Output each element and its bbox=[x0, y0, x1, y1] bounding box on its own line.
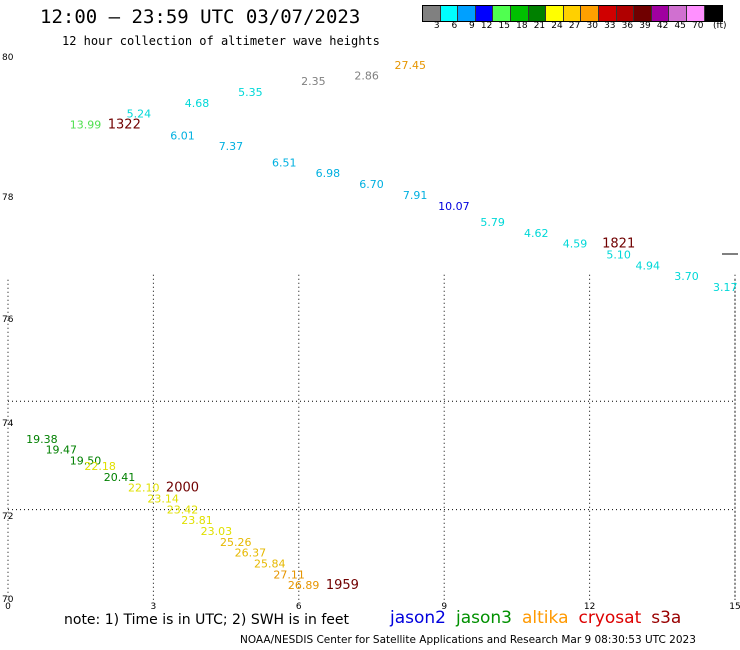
wave-height-label: 23.42 bbox=[167, 503, 199, 516]
colorbar-label: 70 bbox=[692, 21, 704, 31]
colorbar-swatch bbox=[704, 6, 723, 21]
wave-height-label: 23.81 bbox=[181, 514, 213, 527]
colorbar-swatch bbox=[651, 6, 670, 21]
colorbar-swatch bbox=[669, 6, 687, 21]
colorbar-label: 36 bbox=[621, 21, 634, 31]
wave-height-label: 26.89 bbox=[288, 579, 320, 592]
wave-height-label: 4.68 bbox=[185, 97, 210, 110]
wave-height-label: 27.45 bbox=[395, 59, 427, 72]
wave-height-label: 6.01 bbox=[170, 129, 195, 142]
y-tick-label: 80 bbox=[2, 53, 14, 63]
pass-time-label: 2000 bbox=[166, 481, 199, 496]
colorbar-label: 27 bbox=[568, 21, 581, 31]
colorbar-swatch bbox=[616, 6, 635, 21]
wave-height-label: 4.59 bbox=[563, 238, 588, 251]
x-tick-label: 9 bbox=[441, 602, 447, 612]
wave-height-label: 7.37 bbox=[219, 140, 244, 153]
colorbar-swatch bbox=[546, 6, 564, 21]
colorbar-label: 39 bbox=[639, 21, 651, 31]
colorbar-swatch bbox=[475, 6, 494, 21]
colorbar-swatch bbox=[440, 6, 459, 21]
legend-entry-s3a: s3a bbox=[651, 608, 682, 628]
wave-height-label: 3.17 bbox=[713, 281, 738, 294]
colorbar-swatch bbox=[563, 6, 582, 21]
colorbar-label: 42 bbox=[656, 21, 669, 31]
y-tick-label: 78 bbox=[2, 193, 14, 203]
wave-height-label: 25.26 bbox=[220, 536, 252, 549]
colorbar-label: 12 bbox=[480, 21, 493, 31]
wave-height-label: 13.99 bbox=[70, 118, 102, 131]
satellite-legend: jason2 jason3 altika cryosat s3a bbox=[390, 608, 681, 628]
wave-height-label: 19.50 bbox=[70, 455, 102, 468]
colorbar-label: 30 bbox=[586, 21, 598, 31]
colorbar-label: 18 bbox=[516, 21, 528, 31]
colorbar-swatch bbox=[686, 6, 705, 21]
x-tick-label: 6 bbox=[296, 602, 302, 612]
wave-height-label: 3.70 bbox=[674, 270, 699, 283]
y-tick-label: 70 bbox=[2, 595, 14, 605]
colorbar-label: 6 bbox=[451, 21, 458, 31]
wave-height-label: 6.98 bbox=[316, 167, 341, 180]
legend-entry-altika: altika bbox=[522, 608, 569, 628]
colorbar-label: 24 bbox=[551, 21, 563, 31]
wave-height-label: 19.47 bbox=[46, 444, 78, 457]
wave-height-label: 5.24 bbox=[127, 108, 152, 121]
colorbar-label: 21 bbox=[533, 21, 546, 31]
colorbar bbox=[422, 5, 724, 22]
page-subtitle: 12 hour collection of altimeter wave hei… bbox=[62, 34, 380, 48]
wave-height-label: 6.70 bbox=[359, 178, 384, 191]
colorbar-swatch bbox=[634, 6, 652, 21]
pass-time-label: 1322 bbox=[108, 117, 141, 132]
y-tick-label: 74 bbox=[2, 419, 14, 429]
wave-height-label: 22.10 bbox=[128, 482, 160, 495]
pass-time-label: 1959 bbox=[326, 578, 359, 593]
colorbar-swatch bbox=[510, 6, 529, 21]
colorbar-labels: 3 6 9 12 15 18 21 24 27 30 33 36 39 42 45 70 bbox=[422, 21, 721, 33]
colorbar-swatch bbox=[528, 6, 547, 21]
colorbar-unit: (ft) bbox=[713, 21, 727, 31]
pass-time-label: 1821 bbox=[602, 237, 635, 252]
x-tick-label: 12 bbox=[584, 602, 595, 612]
wave-height-label: 2.86 bbox=[354, 70, 379, 83]
colorbar-label: 9 bbox=[469, 21, 475, 31]
legend-entry-cryosat: cryosat bbox=[578, 608, 642, 628]
wave-height-label: 22.18 bbox=[84, 460, 116, 473]
footer-note: note: 1) Time is in UTC; 2) SWH is in fe… bbox=[64, 612, 350, 628]
wave-height-label: 5.10 bbox=[606, 249, 631, 262]
wave-height-label: 10.07 bbox=[438, 200, 470, 213]
wave-height-label: 27.11 bbox=[273, 568, 305, 581]
footer-credit: NOAA/NESDIS Center for Satellite Applica… bbox=[240, 634, 696, 646]
wave-height-label: 23.03 bbox=[201, 525, 233, 538]
wave-height-label: 4.94 bbox=[636, 259, 661, 272]
legend-entry-jason3: jason3 bbox=[456, 608, 512, 628]
colorbar-swatch bbox=[458, 6, 476, 21]
colorbar-label: 15 bbox=[498, 21, 510, 31]
colorbar-swatch bbox=[581, 6, 599, 21]
colorbar-label: 33 bbox=[604, 21, 616, 31]
wave-height-label: 20.41 bbox=[104, 471, 136, 484]
wave-height-label: 7.91 bbox=[403, 189, 428, 202]
colorbar-label: 45 bbox=[674, 21, 686, 31]
colorbar-swatch bbox=[493, 6, 511, 21]
legend-entry-jason2: jason2 bbox=[390, 608, 446, 628]
x-tick-label: 3 bbox=[151, 602, 157, 612]
y-tick-label: 76 bbox=[2, 315, 14, 325]
page-title: 12:00 – 23:59 UTC 03/07/2023 bbox=[40, 6, 361, 28]
colorbar-label: 3 bbox=[433, 21, 440, 31]
x-tick-label: 0 bbox=[5, 602, 11, 612]
wave-height-label: 25.84 bbox=[254, 557, 286, 570]
wave-height-label: 23.14 bbox=[147, 492, 179, 505]
wave-height-label: 26.37 bbox=[235, 547, 267, 560]
wave-height-label: 19.38 bbox=[26, 433, 58, 446]
colorbar-swatch bbox=[423, 6, 441, 21]
x-tick-label: 15 bbox=[729, 602, 740, 612]
wave-height-label: 5.79 bbox=[480, 216, 505, 229]
wave-height-label: 2.35 bbox=[301, 75, 326, 88]
wave-height-label: 5.35 bbox=[238, 86, 263, 99]
colorbar-swatch bbox=[598, 6, 617, 21]
wave-height-label: 4.62 bbox=[524, 227, 549, 240]
y-tick-label: 72 bbox=[2, 512, 13, 522]
wave-height-label: 6.51 bbox=[272, 156, 297, 169]
